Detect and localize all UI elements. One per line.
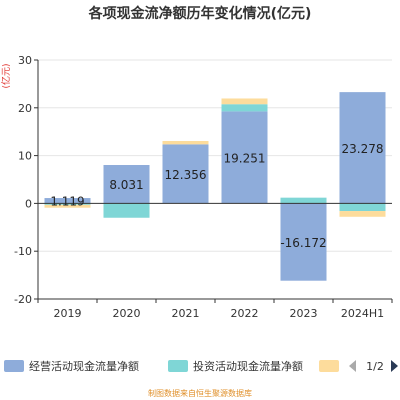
x-tick-label: 2022: [231, 307, 259, 320]
data-label: -16.172: [280, 236, 326, 250]
data-label: 1.119: [50, 195, 84, 209]
chart-title: 各项现金流净额历年变化情况(亿元): [88, 5, 312, 22]
data-label: 19.251: [224, 151, 266, 165]
bar-series-1-2021[interactable]: [162, 144, 209, 204]
x-tick-label: 2021: [172, 307, 200, 320]
x-tick-label: 2020: [113, 307, 141, 320]
bar-series-1-2023[interactable]: [280, 203, 327, 281]
legend-label: 经营活动现金流量净额: [29, 359, 139, 373]
bar-series-3-2019[interactable]: [44, 204, 91, 208]
y-tick-label: 10: [18, 150, 32, 163]
legend-swatch: [168, 360, 188, 372]
bar-series-3-2022[interactable]: [221, 98, 268, 105]
y-tick-label: -10: [14, 245, 32, 258]
bar-series-1-2024H1[interactable]: [339, 92, 386, 204]
axes: -20 -10 0 10 20 30 2019 2020 2021 2022 2023 2024H1: [14, 54, 393, 320]
bar-series-1-2020[interactable]: [103, 165, 150, 204]
legend-label: 投资活动现金流量净额: [193, 359, 303, 373]
legend-next-icon[interactable]: [391, 360, 398, 372]
x-tick-label: 2024H1: [341, 307, 384, 320]
bar-series-3-2021[interactable]: [162, 140, 209, 145]
y-tick-label: -20: [14, 293, 32, 306]
bar-series-2-2023[interactable]: [280, 197, 327, 204]
bar-series-1-2022[interactable]: [221, 111, 268, 204]
y-axis-unit-label: (亿元): [0, 63, 12, 88]
bar-series-2-2022[interactable]: [221, 104, 268, 112]
bar-series-1-2019[interactable]: [44, 198, 91, 204]
data-label: 12.356: [165, 168, 207, 182]
y-tick-label: 0: [25, 197, 32, 210]
bars: [44, 92, 386, 281]
legend-prev-icon[interactable]: [349, 360, 356, 372]
x-tick-label: 2019: [54, 307, 82, 320]
data-labels: 1.119 8.031 12.356 19.251 -16.172 23.278: [50, 142, 383, 250]
grid-lines: [38, 59, 392, 300]
data-label: 8.031: [109, 178, 143, 192]
legend-swatch: [319, 360, 339, 372]
bar-series-2-2019[interactable]: [44, 203, 91, 205]
y-tick-label: 20: [18, 102, 32, 115]
data-label: 23.278: [342, 142, 384, 156]
legend-swatch: [4, 360, 24, 372]
legend: 经营活动现金流量净额 投资活动现金流量净额 1/2: [4, 359, 398, 373]
bar-series-2-2020[interactable]: [103, 203, 150, 218]
bar-series-2-2024H1[interactable]: [339, 203, 386, 212]
bar-series-3-2024H1[interactable]: [339, 211, 386, 217]
x-tick-label: 2023: [290, 307, 318, 320]
y-tick-label: 30: [18, 54, 32, 67]
source-note: 制图数据来自恒生聚源数据库: [148, 388, 252, 398]
legend-page-indicator: 1/2: [366, 360, 384, 373]
